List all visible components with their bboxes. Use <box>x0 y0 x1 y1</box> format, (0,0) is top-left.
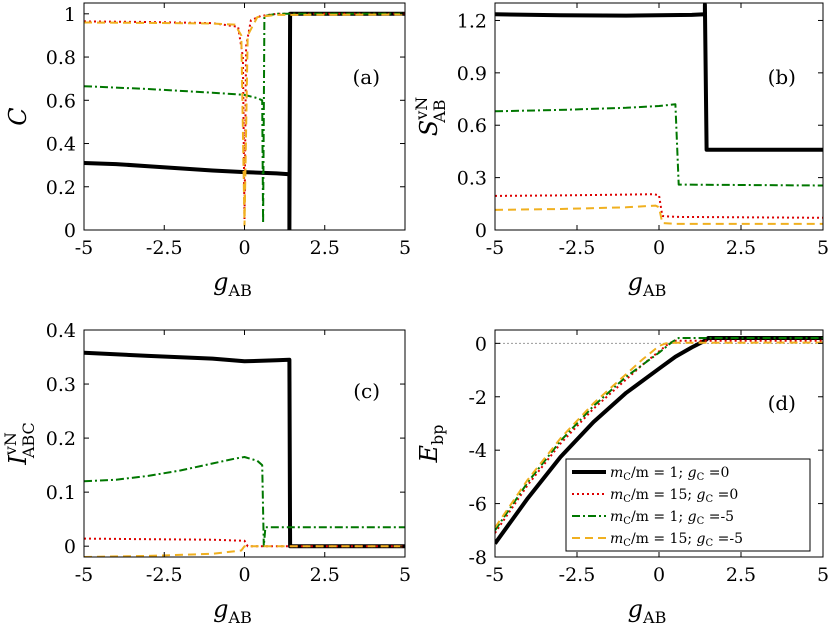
axes-frame <box>494 2 824 231</box>
y-axis-label: Ebp <box>415 424 447 463</box>
x-tick-label: 2.5 <box>310 237 340 259</box>
series-line-4 <box>84 545 405 557</box>
y-tick-label: -4 <box>468 440 487 462</box>
legend: mC/m = 1; gC =0 mC/m = 15; gC =0 mC/m = 1;… <box>565 458 811 552</box>
y-axis-label: C <box>4 107 32 125</box>
legend-entry: mC/m = 15; gC =0 <box>610 487 738 505</box>
x-tick-label: 0 <box>653 564 665 586</box>
x-tick-label: 0 <box>238 564 250 586</box>
panel-label: (a) <box>352 65 380 89</box>
panel-label: (b) <box>768 65 796 89</box>
panel-3: -5 -2.5 0 2.5 5 0 0.1 0.2 0.3 0.4 gAB IvNABC (c) <box>1 320 411 627</box>
y-tick-label: 0.3 <box>457 168 487 190</box>
y-tick-label: 1.2 <box>457 10 487 32</box>
x-axis-label: gAB <box>628 268 667 300</box>
series-line-4 <box>495 204 823 225</box>
x-tick-label: 2.5 <box>726 237 756 259</box>
series-line-3 <box>84 456 405 548</box>
panel-4: -5 -2.5 0 2.5 5 -8 -6 -4 -2 0 gAB Ebp (d) mC/m = 1; g… <box>415 329 829 627</box>
legend-entry: mC/m = 15; gC =-5 <box>610 531 743 549</box>
x-tick-label: -5 <box>486 237 505 259</box>
panel-label: (c) <box>353 379 380 403</box>
legend-box <box>565 458 811 552</box>
y-tick-label: 0.9 <box>457 63 487 85</box>
y-tick-label: 0.6 <box>46 90 76 112</box>
y-tick-label: -6 <box>468 494 487 516</box>
series-group <box>495 336 823 545</box>
series-line-4 <box>495 341 823 529</box>
series-group <box>84 11 405 230</box>
x-tick-label: 5 <box>817 237 829 259</box>
panel-2: -5 -2.5 0 2.5 5 0 0.3 0.6 0.9 1.2 gAB SvNAB (b) <box>412 2 829 300</box>
series-line-1 <box>495 3 823 152</box>
y-tick-label: -2 <box>468 387 487 409</box>
series-line-2 <box>495 193 823 219</box>
x-tick-label: -2.5 <box>146 237 183 259</box>
y-axis-label: SvNAB <box>412 97 449 137</box>
y-tick-label: 0.6 <box>457 115 487 137</box>
x-tick-label: -2.5 <box>146 564 183 586</box>
axes-frame <box>83 329 406 558</box>
legend-entry: mC/m = 1; gC =-5 <box>610 509 734 527</box>
y-tick-label: 0 <box>64 536 76 558</box>
legend-entry: mC/m = 1; gC =0 <box>610 465 729 483</box>
x-tick-label: -5 <box>75 237 94 259</box>
x-tick-label: -5 <box>486 564 505 586</box>
y-tick-label: 0.8 <box>46 47 76 69</box>
x-axis-label: gAB <box>628 595 667 627</box>
series-line-4 <box>84 13 405 227</box>
x-tick-label: -5 <box>75 564 94 586</box>
y-tick-label: 0.3 <box>46 374 76 396</box>
x-tick-label: 5 <box>817 564 829 586</box>
x-axis-label: gAB <box>213 268 252 300</box>
x-tick-label: 5 <box>399 564 411 586</box>
series-group <box>495 3 823 225</box>
y-tick-label: 0 <box>475 333 487 355</box>
x-tick-label: 5 <box>399 237 411 259</box>
panel-1: -5 -2.5 0 2.5 5 0 0.2 0.4 0.6 0.8 1 gAB C (a) <box>4 2 411 300</box>
x-tick-label: -2.5 <box>559 564 596 586</box>
x-tick-label: -2.5 <box>559 237 596 259</box>
x-tick-label: 2.5 <box>310 564 340 586</box>
y-tick-label: 0.4 <box>46 134 76 156</box>
panel-label: (d) <box>768 391 796 415</box>
series-line-3 <box>495 337 823 531</box>
y-tick-label: 1 <box>64 4 76 26</box>
y-tick-label: 0.1 <box>46 482 76 504</box>
x-tick-label: 0 <box>653 237 665 259</box>
y-tick-label: -8 <box>468 547 487 569</box>
series-group <box>84 350 405 557</box>
y-tick-label: 0 <box>64 220 76 242</box>
series-line-3 <box>495 103 823 187</box>
y-tick-label: 0 <box>475 220 487 242</box>
y-axis-label: IvNABC <box>1 422 38 465</box>
x-tick-label: 0 <box>238 237 250 259</box>
x-tick-label: 2.5 <box>726 564 756 586</box>
y-tick-label: 0.2 <box>46 177 76 199</box>
y-tick-label: 0.2 <box>46 428 76 450</box>
series-line-1 <box>84 350 405 549</box>
x-axis-label: gAB <box>213 595 252 627</box>
y-tick-label: 0.4 <box>46 320 76 342</box>
